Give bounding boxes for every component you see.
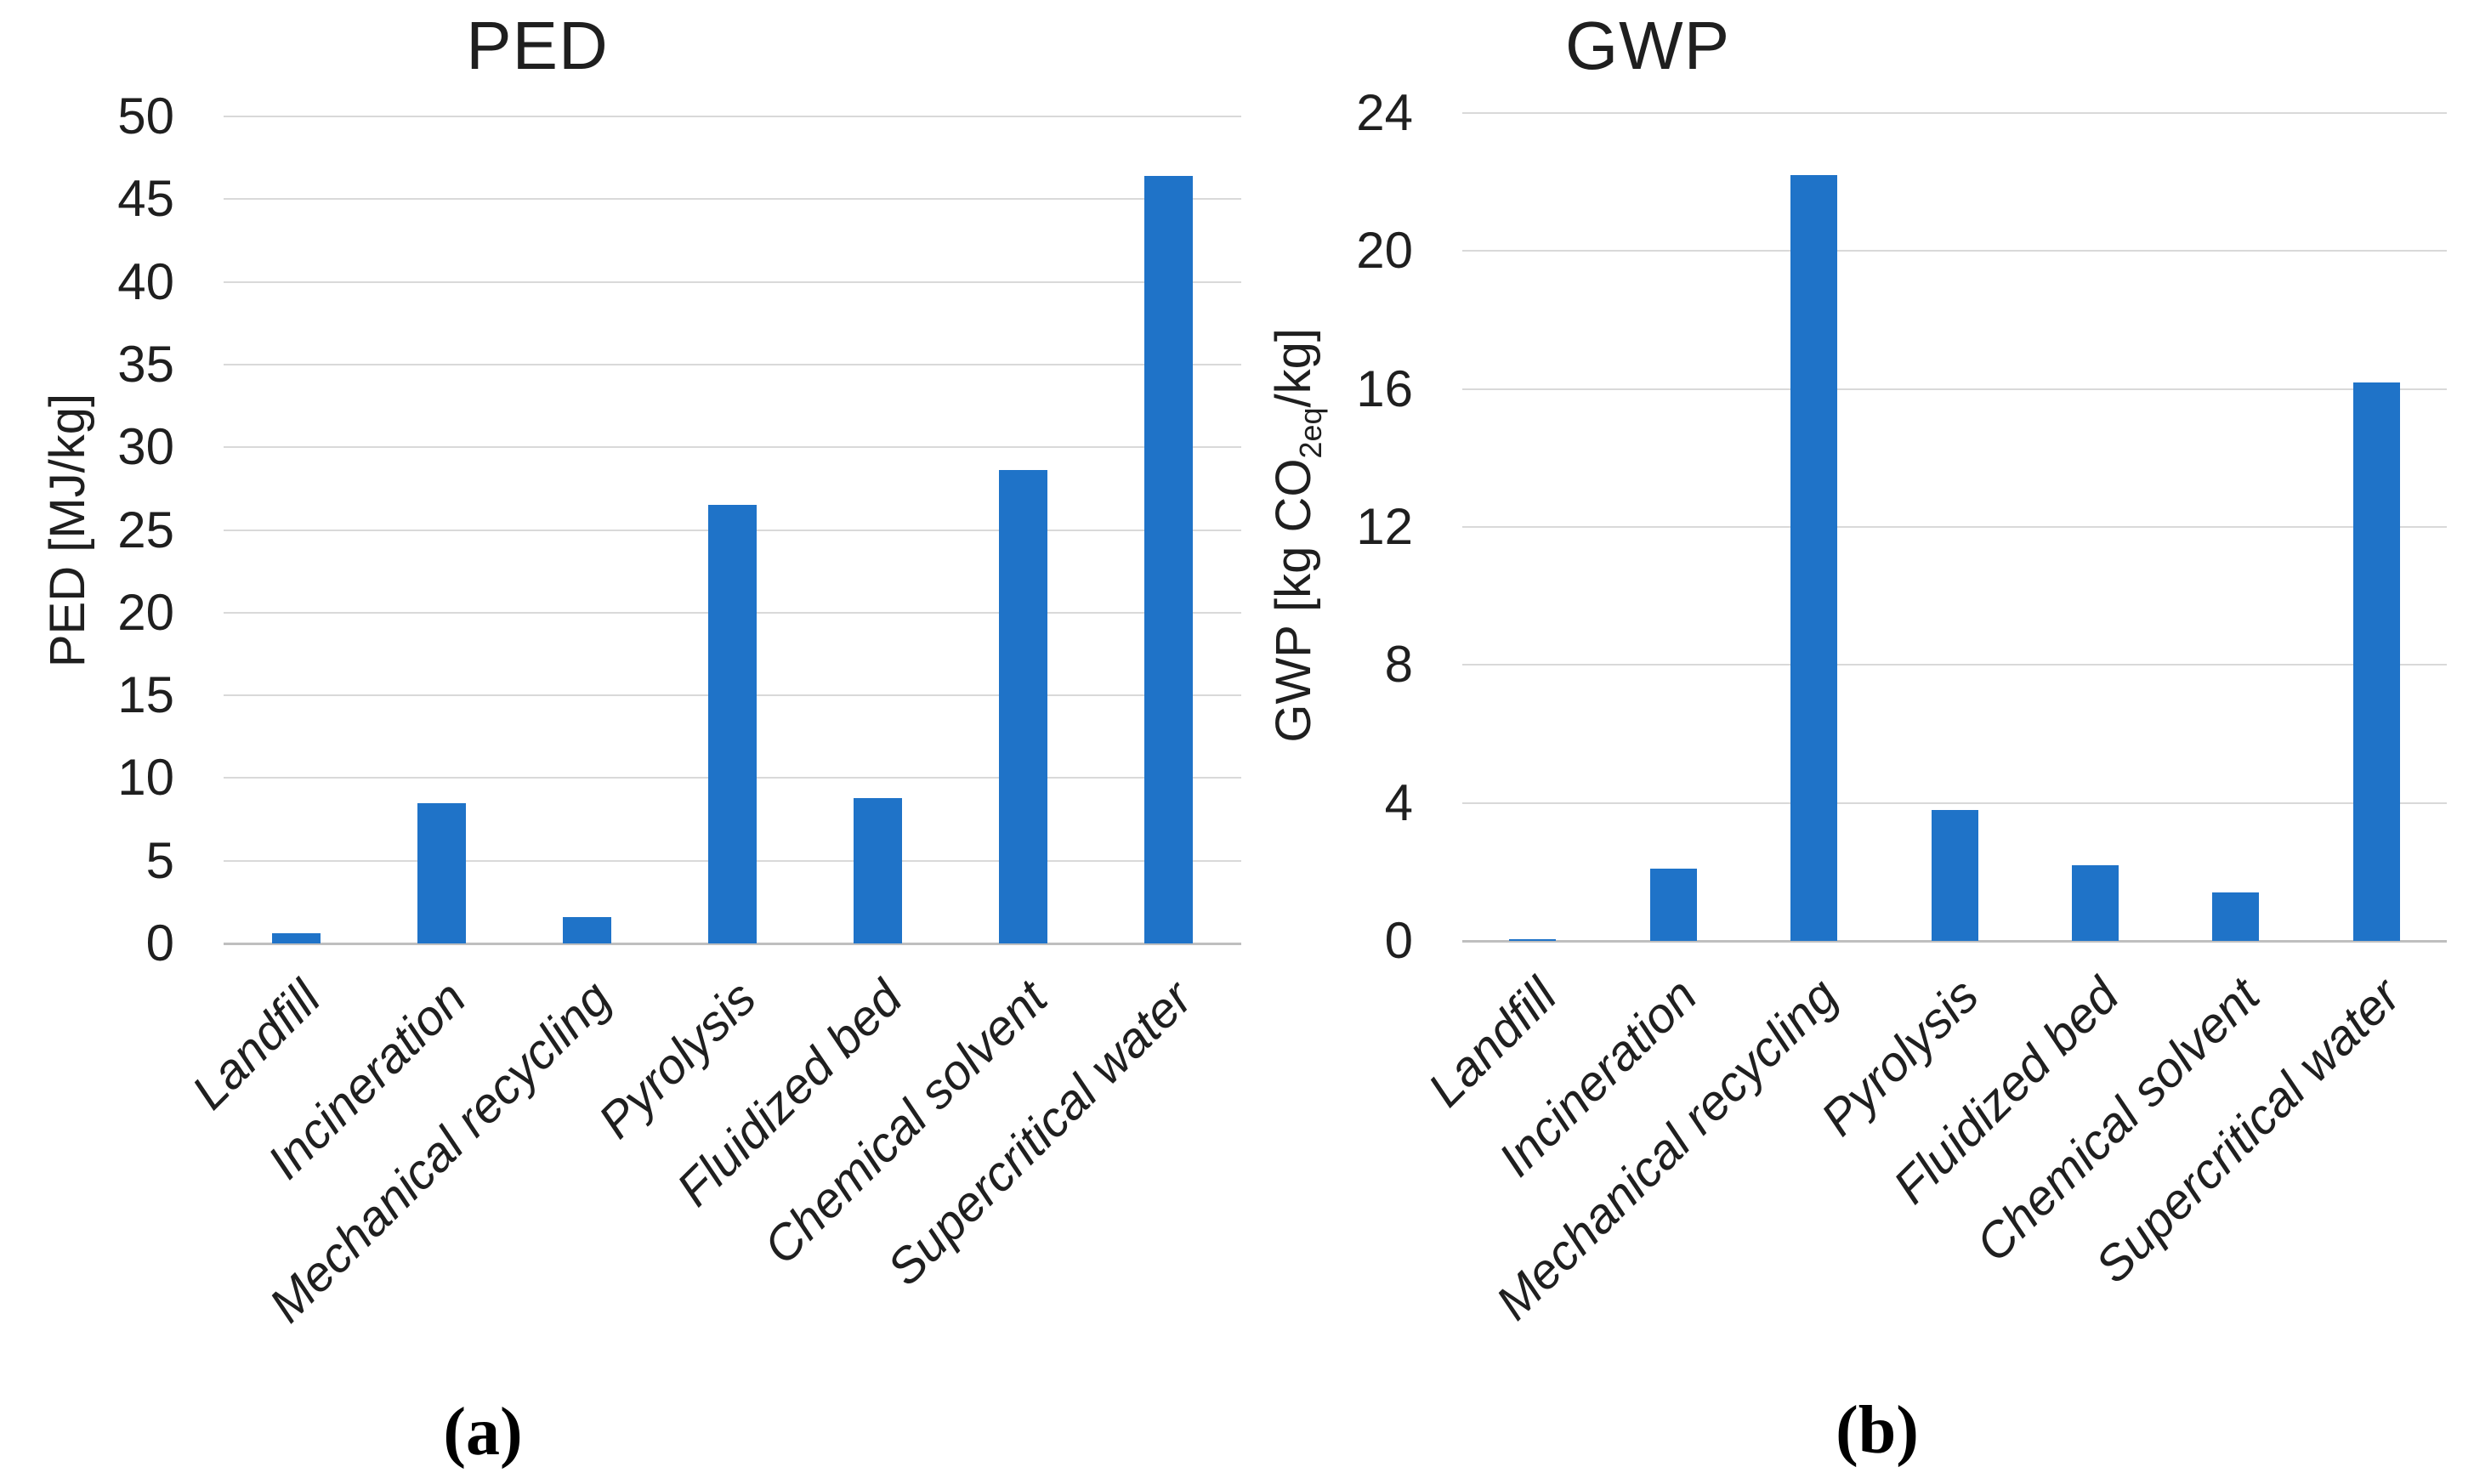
y-axis-title-text: /kg]	[1266, 328, 1322, 408]
chart-title-a: PED	[466, 8, 609, 83]
gridline-y24	[1462, 112, 2447, 114]
caption-b: (b)	[1836, 1393, 1919, 1468]
y-tick-label-30: 30	[117, 418, 174, 476]
y-tick-label-16: 16	[1356, 360, 1413, 417]
y-tick-label-40: 40	[117, 252, 174, 310]
y-tick-label-24: 24	[1356, 84, 1413, 141]
y-axis-title-text: GWP [kg CO	[1266, 458, 1322, 743]
bar-landfill	[272, 933, 321, 943]
bar-pyrolysis	[708, 505, 757, 943]
y-tick-label-35: 35	[117, 335, 174, 393]
y-tick-label-10: 10	[117, 749, 174, 807]
bar-chemical-solvent	[999, 470, 1047, 943]
bar-mechanical-recycling	[563, 917, 611, 943]
bar-mechanical-recycling	[1790, 175, 1837, 941]
y-axis-title-text: PED [MJ/kg]	[40, 393, 95, 667]
chart-title-b: GWP	[1564, 8, 1731, 83]
gridline-y12	[1462, 526, 2447, 528]
y-tick-label-4: 4	[1384, 773, 1413, 831]
y-tick-label-15: 15	[117, 666, 174, 724]
gridline-y45	[224, 198, 1241, 201]
x-axis-line	[224, 943, 1241, 945]
y-axis-title-a: PED [MJ/kg]	[37, 190, 99, 870]
bar-incineration	[1650, 869, 1697, 941]
bar-fluidized-bed	[2072, 865, 2119, 941]
gridline-y16	[1462, 388, 2447, 390]
gridline-y8	[1462, 664, 2447, 666]
y-tick-label-20: 20	[117, 583, 174, 641]
y-tick-label-50: 50	[117, 88, 174, 144]
bar-supercritical-water	[1144, 176, 1193, 943]
y-tick-label-45: 45	[117, 170, 174, 228]
y-tick-label-12: 12	[1356, 498, 1413, 555]
gridline-y40	[224, 280, 1241, 283]
y-tick-label-8: 8	[1384, 636, 1413, 694]
y-tick-label-0: 0	[145, 915, 174, 971]
bar-fluidized-bed	[854, 798, 902, 943]
y-tick-label-5: 5	[145, 831, 174, 889]
y-axis-title-subscript: 2eq	[1292, 407, 1328, 459]
category-label-landfill: Landfill	[181, 970, 332, 1120]
y-tick-label-0: 0	[1384, 912, 1413, 969]
y-axis-title-b: GWP [kg CO2eq/kg]	[1263, 195, 1342, 875]
gridline-y50	[224, 116, 1241, 117]
gridline-y4	[1462, 801, 2447, 804]
gridline-y35	[224, 363, 1241, 365]
gridline-y30	[224, 446, 1241, 449]
y-tick-label-20: 20	[1356, 222, 1413, 280]
bar-incineration	[417, 803, 466, 943]
bar-pyrolysis	[1932, 810, 1978, 941]
gridline-y20	[1462, 250, 2447, 252]
caption-a: (a)	[443, 1395, 523, 1470]
bar-supercritical-water	[2353, 382, 2400, 941]
bar-landfill	[1509, 939, 1556, 941]
x-axis-line	[1462, 940, 2447, 943]
y-tick-label-25: 25	[117, 501, 174, 558]
bar-chemical-solvent	[2212, 892, 2259, 941]
